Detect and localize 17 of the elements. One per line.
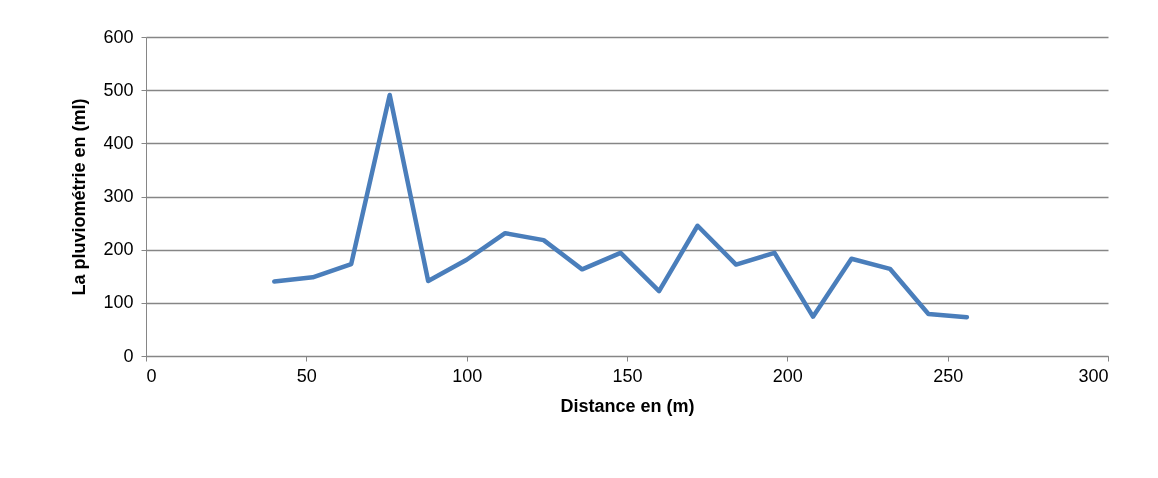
x-tick-label: 50 [296, 365, 317, 386]
x-tick-label: 300 [1078, 365, 1109, 386]
line-series [272, 92, 970, 320]
y-tick-label: 600 [103, 26, 134, 47]
y-tick-label: 200 [103, 239, 134, 260]
x-tick-label: 200 [772, 365, 803, 386]
y-tick-label: 100 [103, 292, 134, 313]
y-tick-label: 500 [103, 79, 134, 100]
x-tick-label: 0 [146, 365, 157, 386]
y-tick-label: 400 [103, 132, 134, 153]
y-axis-title: La pluviométrie en (ml) [69, 98, 90, 296]
x-tick-label: 250 [933, 365, 964, 386]
y-tick-label: 0 [123, 345, 134, 366]
x-axis-title: Distance en (m) [560, 395, 695, 416]
x-tick-label: 150 [612, 365, 643, 386]
y-tick-label: 300 [103, 186, 134, 206]
x-tick-label: 100 [452, 365, 483, 386]
